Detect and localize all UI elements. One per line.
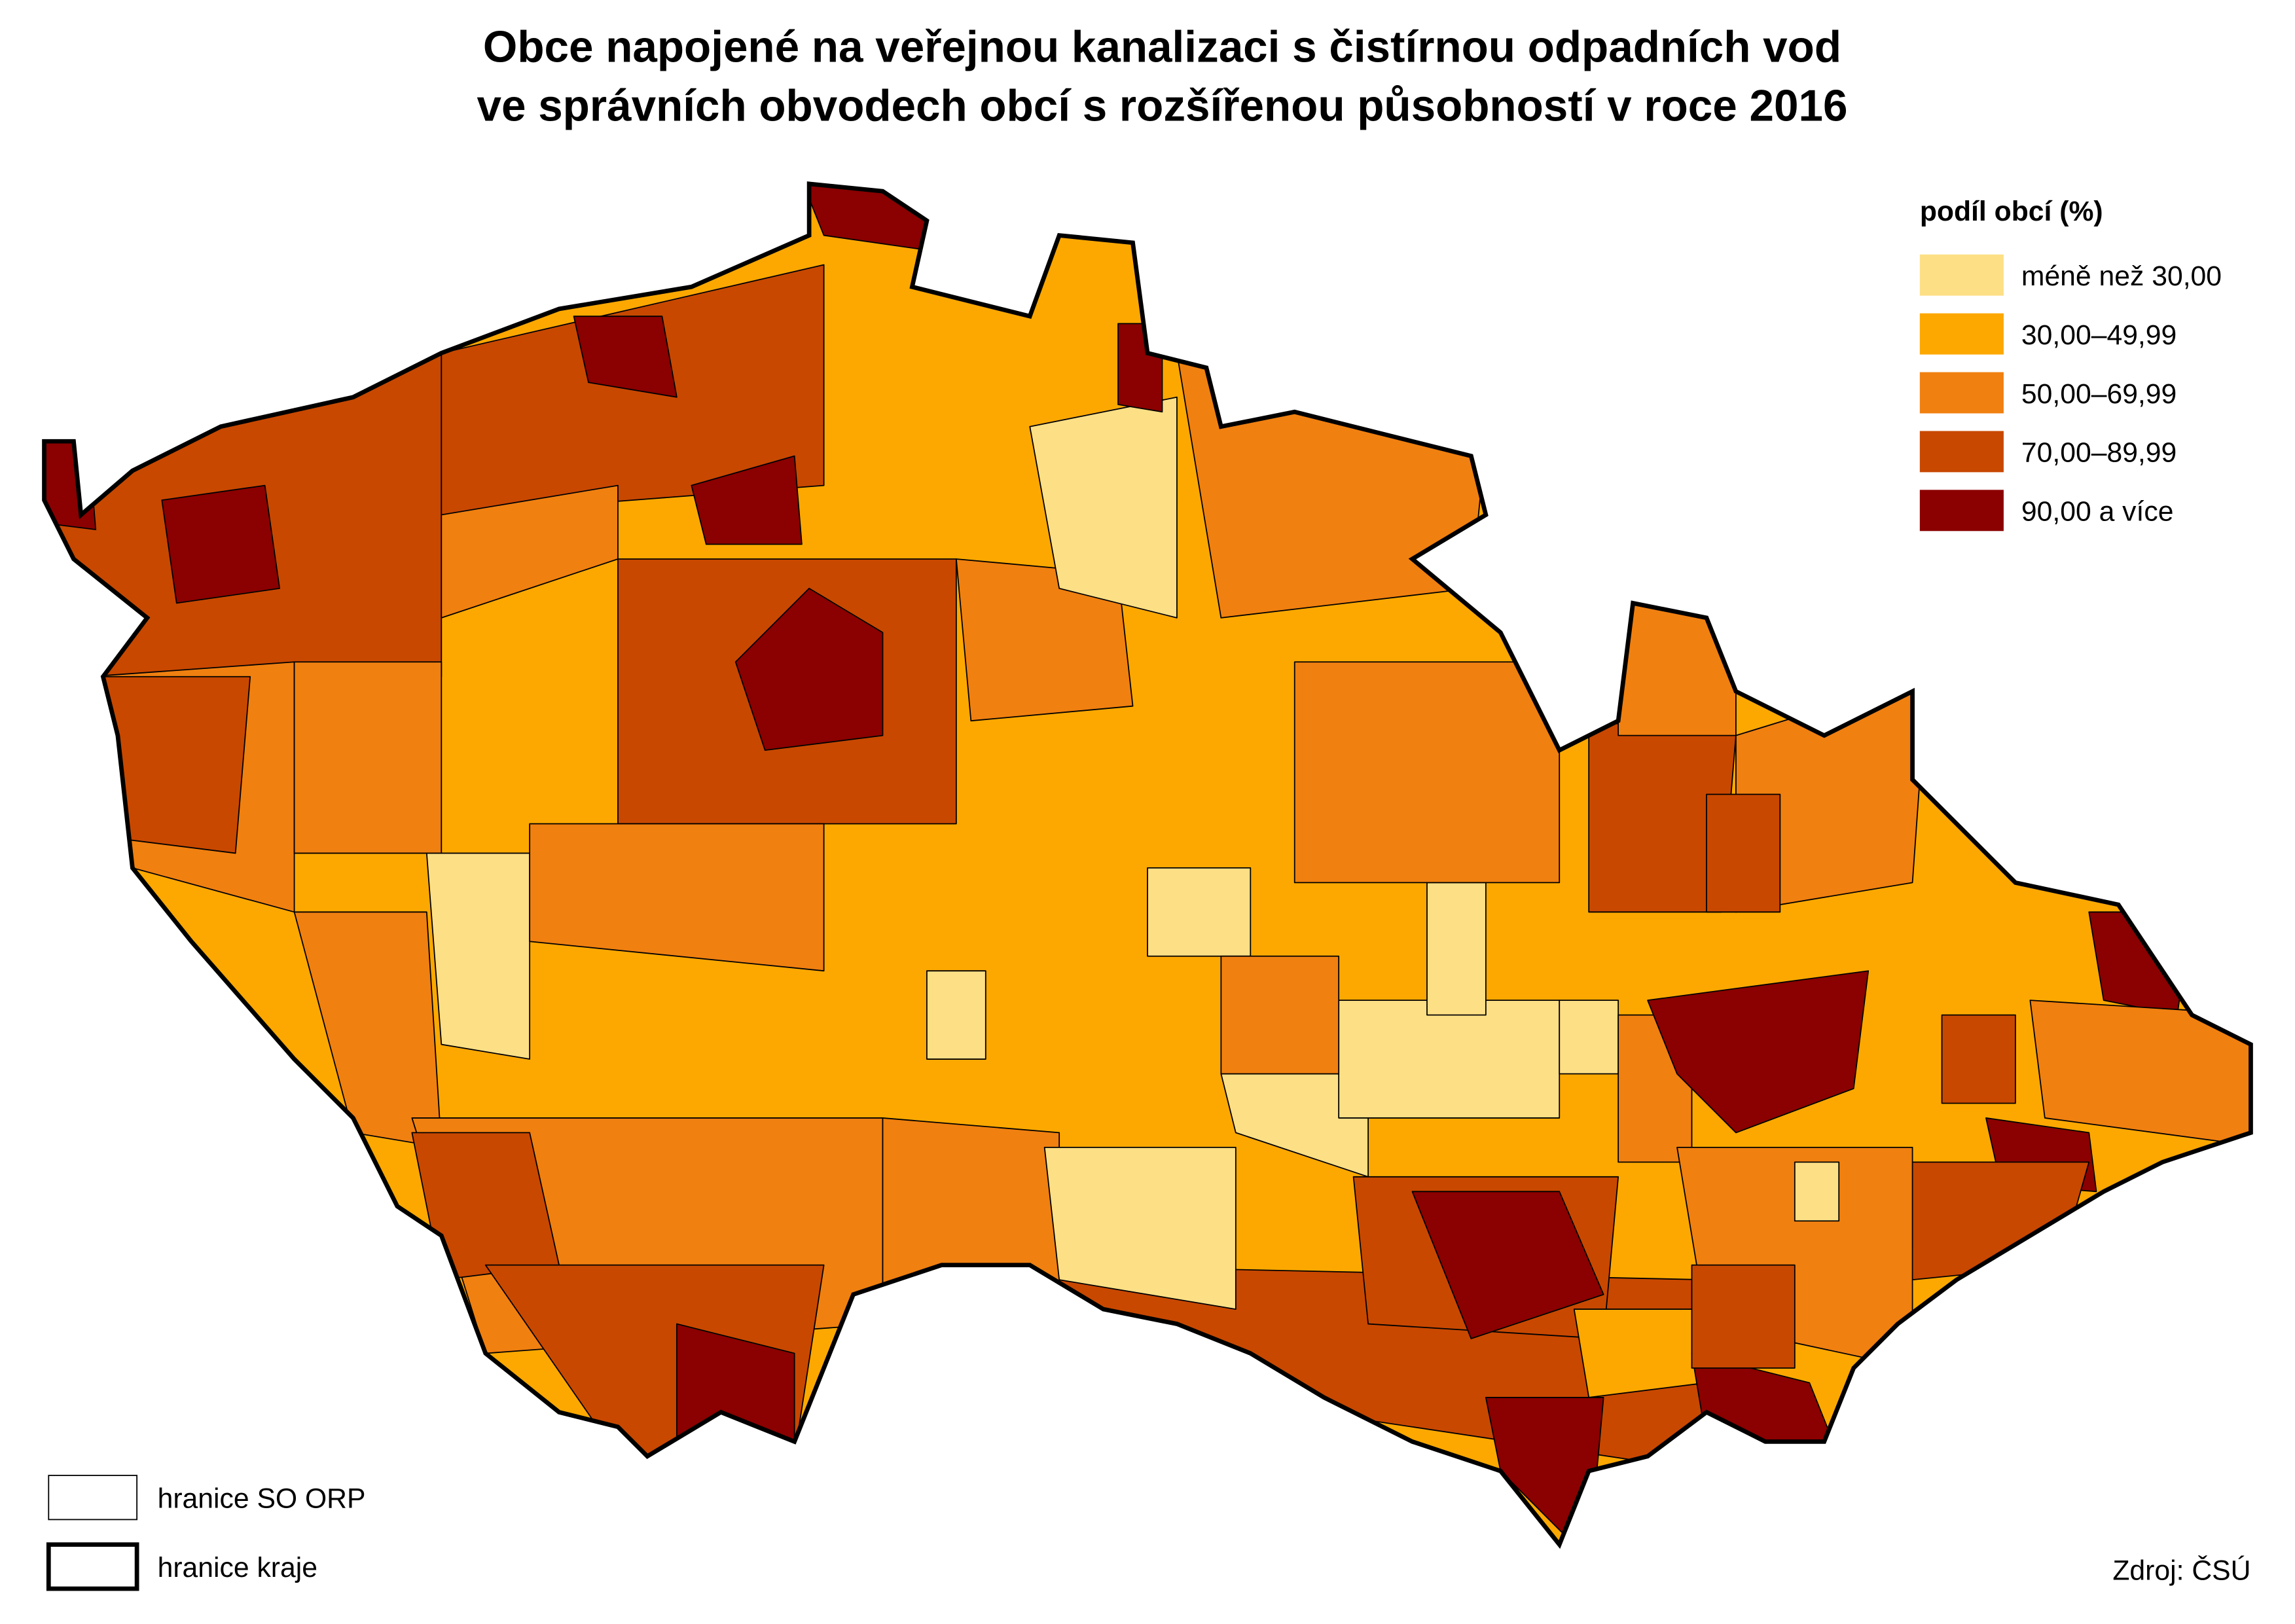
boundary-swatch: [46, 1542, 139, 1591]
region: [293, 661, 443, 854]
region: [1411, 1191, 1604, 1339]
legend-label: 70,00–89,99: [2021, 437, 2177, 469]
region: [1220, 955, 1340, 1075]
title-line: Obce napojené na veřejnou kanalizaci s č…: [483, 22, 1841, 71]
region: [691, 455, 803, 545]
legend-swatch: [1919, 313, 2004, 355]
region: [573, 316, 678, 398]
legend-title: podíl obcí (%): [1920, 196, 2103, 227]
region: [1647, 970, 1870, 1134]
legend-swatch: [1919, 254, 2004, 296]
region: [1147, 867, 1252, 957]
region: [1426, 882, 1487, 1016]
title-line: ve správních obvodech obcí s rozšířenou …: [477, 81, 1847, 130]
region: [926, 970, 986, 1060]
region: [734, 588, 884, 751]
source: Zdroj: ČSÚ: [2112, 1555, 2250, 1587]
region: [88, 676, 251, 854]
region: [1043, 1146, 1237, 1310]
region: [2088, 911, 2193, 1016]
region: [1029, 396, 1178, 619]
legend-label: 90,00 a více: [2021, 496, 2174, 528]
legend-swatch: [1919, 490, 2004, 532]
region: [1691, 1264, 1796, 1369]
region: [1706, 793, 1781, 913]
region: [1117, 323, 1163, 413]
region: [1559, 1000, 1619, 1075]
legend-swatch: [1919, 431, 2004, 473]
legend-swatch: [1919, 372, 2004, 414]
legend: méně než 30,00 30,00–49,99 50,00–69,99 70,0…: [1919, 254, 2222, 532]
region: [425, 852, 531, 1060]
legend-label: 30,00–49,99: [2021, 319, 2177, 351]
region: [1573, 1308, 1707, 1398]
legend-label: méně než 30,00: [2021, 261, 2222, 292]
region: [1941, 1014, 2016, 1104]
legend-label: 50,00–69,99: [2021, 378, 2177, 410]
region: [1176, 352, 1487, 619]
boundary-label: hranice SO ORP: [158, 1483, 366, 1514]
region: [1338, 1000, 1561, 1119]
region: [1794, 1161, 1840, 1222]
region: [1897, 1161, 2090, 1281]
map-regions: [44, 183, 2251, 1545]
boundary-swatch: [48, 1475, 138, 1521]
region: [529, 823, 825, 972]
boundary-label: hranice kraje: [158, 1552, 317, 1583]
region: [1293, 661, 1561, 884]
region: [161, 484, 281, 604]
